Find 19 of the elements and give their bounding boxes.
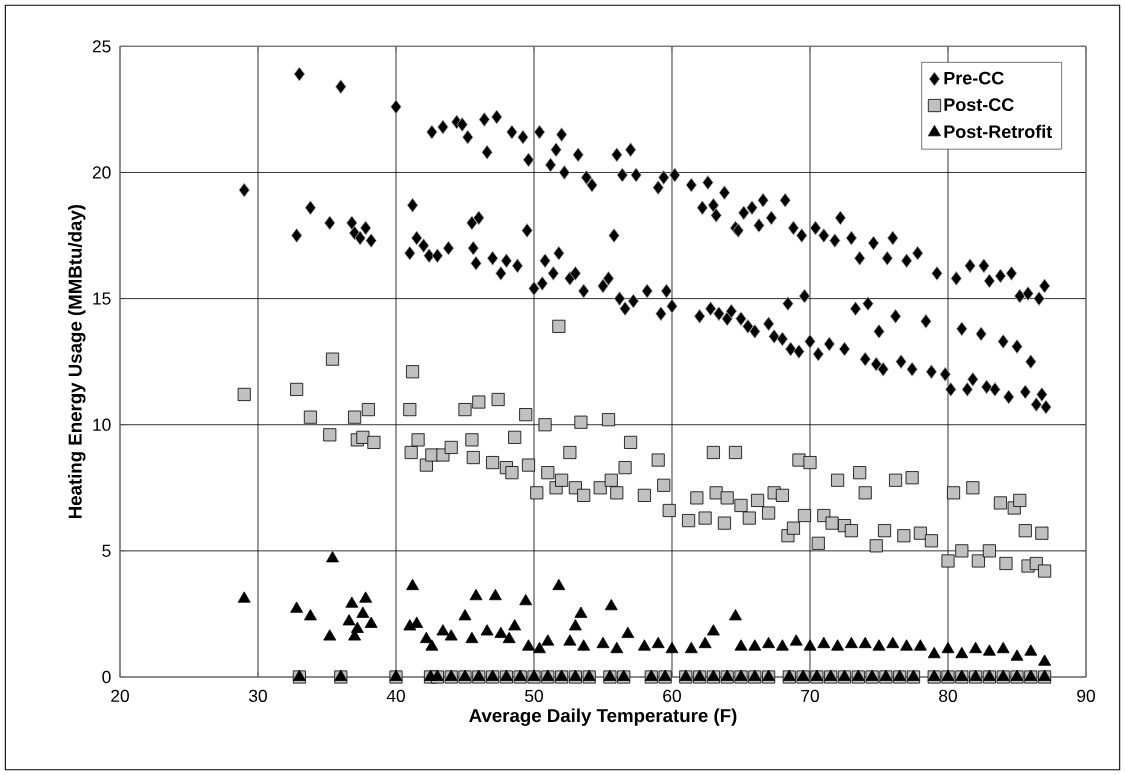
x-axis-title: Average Daily Temperature (F) [469,708,737,726]
y-axis-title: Heating Energy Usage (MMBtu/day) [68,204,86,519]
legend-label: Pre-CC [944,71,1004,85]
y-tick-label: 15 [93,292,111,305]
x-tick-label: 50 [525,689,543,702]
y-tick-label: 0 [102,670,111,684]
y-tick-label: 10 [93,418,111,431]
x-tick-label: 60 [663,689,681,702]
x-tick-label: 70 [801,689,819,702]
y-tick-label: 5 [102,544,111,557]
x-tick-label: 80 [939,689,957,702]
x-tick-label: 30 [249,689,267,702]
x-tick-label: 90 [1077,689,1095,702]
y-tick-label: 20 [92,166,111,179]
y-tick-label: 25 [92,40,111,53]
x-tick-label: 40 [386,689,405,702]
x-tick-label: 20 [111,689,129,702]
legend-label: Post-Retrofit [944,124,1053,139]
legend-label: Post-CC [944,98,1014,111]
